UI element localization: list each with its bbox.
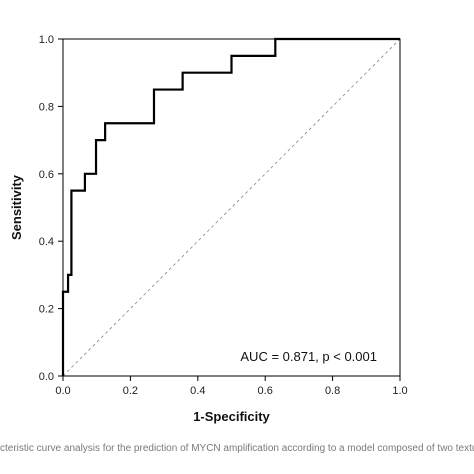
y-tick-label: 0.6 — [39, 169, 54, 181]
x-axis-ticks: 0.0 0.2 0.4 0.6 0.8 1.0 — [55, 376, 408, 397]
x-tick-label: 0.4 — [190, 385, 205, 397]
x-tick-label: 0.6 — [258, 385, 273, 397]
figure-caption: cteristic curve analysis for the predict… — [0, 443, 474, 454]
plot-frame — [62, 38, 401, 377]
x-tick-label: 0.2 — [123, 385, 138, 397]
y-tick-label: 0.8 — [39, 101, 54, 113]
auc-annotation: AUC = 0.871, p < 0.001 — [240, 349, 377, 364]
y-tick-label: 0.2 — [39, 304, 54, 316]
y-axis-ticks: 0.0 0.2 0.4 0.6 0.8 1.0 — [39, 34, 63, 383]
x-tick-label: 0.0 — [55, 385, 70, 397]
y-tick-label: 0.4 — [39, 236, 54, 248]
y-axis-title: Sensitivity — [9, 174, 24, 240]
plot-area — [61, 37, 401, 377]
x-axis-title: 1-Specificity — [193, 409, 270, 424]
y-tick-label: 1.0 — [39, 34, 54, 46]
reference-diagonal-line — [62, 38, 401, 377]
y-tick-label: 0.0 — [39, 371, 54, 383]
roc-curve-line — [61, 37, 400, 376]
x-tick-label: 1.0 — [392, 385, 407, 397]
x-tick-label: 0.8 — [325, 385, 340, 397]
